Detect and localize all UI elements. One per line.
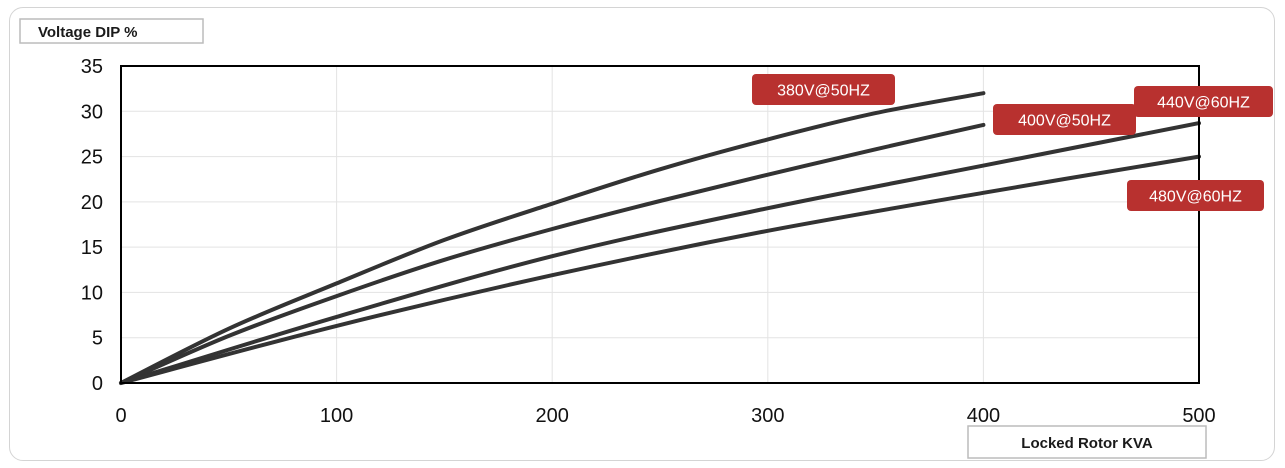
series-label-text: 400V@50HZ xyxy=(1018,113,1111,130)
series-line xyxy=(119,154,1201,385)
x-tick-label: 100 xyxy=(320,405,353,427)
y-tick-label: 30 xyxy=(81,101,103,123)
series-line xyxy=(119,91,986,385)
y-tick-label: 0 xyxy=(92,373,103,395)
x-tick-label: 400 xyxy=(967,405,1000,427)
series-line xyxy=(119,122,986,385)
series-label-text: 480V@60HZ xyxy=(1149,189,1242,206)
series-label-box xyxy=(993,104,1136,135)
series-label-box xyxy=(1127,180,1264,211)
y-tick-label: 20 xyxy=(81,192,103,214)
plot-area xyxy=(120,65,1200,384)
series-label-text: 380V@50HZ xyxy=(777,83,870,100)
series-lines xyxy=(119,91,1201,385)
x-tick-label: 300 xyxy=(751,405,784,427)
series-line xyxy=(119,121,1201,385)
y-tick-label: 5 xyxy=(92,328,103,350)
y-tick-label: 35 xyxy=(81,56,103,78)
series-label: 440V@60HZ xyxy=(1134,86,1273,117)
series-label: 380V@50HZ xyxy=(752,74,895,105)
x-axis-title-box: Locked Rotor KVA xyxy=(967,425,1207,459)
tick-labels: 0 100 200 300 400 500 0 5 10 15 20 25 30 35 xyxy=(81,56,1216,427)
y-tick-label: 10 xyxy=(81,282,103,304)
y-tick-label: 25 xyxy=(81,147,103,169)
y-axis-title: Voltage DIP % xyxy=(38,24,137,41)
x-tick-label: 500 xyxy=(1182,405,1215,427)
y-tick-label: 15 xyxy=(81,237,103,259)
series-label-box xyxy=(752,74,895,105)
x-tick-label: 200 xyxy=(536,405,569,427)
series-label: 480V@60HZ xyxy=(1127,180,1264,211)
x-tick-label: 0 xyxy=(115,405,126,427)
series-label: 400V@50HZ xyxy=(993,104,1136,135)
x-axis-title: Locked Rotor KVA xyxy=(1021,435,1153,452)
y-axis-title-box: Voltage DIP % xyxy=(19,18,204,44)
series-labels: 380V@50HZ 400V@50HZ 440V@60HZ 480V@60HZ xyxy=(752,74,1273,211)
series-label-box xyxy=(1134,86,1273,117)
series-label-text: 440V@60HZ xyxy=(1157,95,1250,112)
